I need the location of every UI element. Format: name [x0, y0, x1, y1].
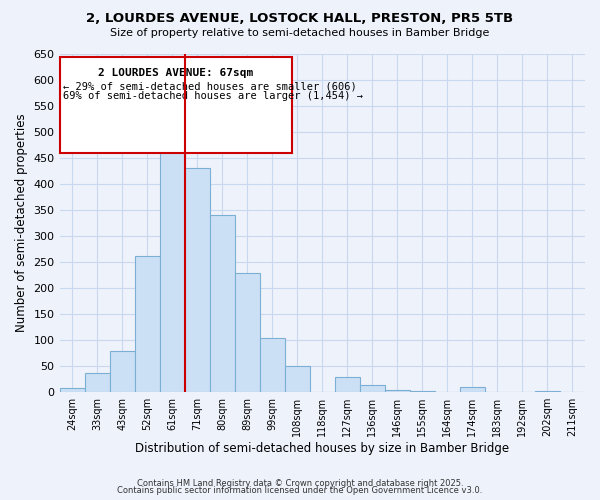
Bar — [209, 216, 235, 392]
Text: 2, LOURDES AVENUE, LOSTOCK HALL, PRESTON, PR5 5TB: 2, LOURDES AVENUE, LOSTOCK HALL, PRESTON… — [86, 12, 514, 26]
Bar — [260, 338, 285, 392]
Bar — [160, 116, 185, 392]
Y-axis label: Number of semi-detached properties: Number of semi-detached properties — [15, 114, 28, 332]
Text: Size of property relative to semi-detached houses in Bamber Bridge: Size of property relative to semi-detach… — [110, 28, 490, 38]
Text: 69% of semi-detached houses are larger (1,454) →: 69% of semi-detached houses are larger (… — [63, 92, 363, 102]
X-axis label: Distribution of semi-detached houses by size in Bamber Bridge: Distribution of semi-detached houses by … — [135, 442, 509, 455]
Bar — [59, 388, 85, 392]
Bar — [460, 387, 485, 392]
Bar — [410, 391, 435, 392]
FancyBboxPatch shape — [59, 56, 292, 153]
Bar — [85, 374, 110, 392]
Bar — [285, 366, 310, 392]
Text: ← 29% of semi-detached houses are smaller (606): ← 29% of semi-detached houses are smalle… — [63, 81, 357, 91]
Bar — [110, 350, 134, 392]
Bar — [385, 390, 410, 392]
Text: Contains HM Land Registry data © Crown copyright and database right 2025.: Contains HM Land Registry data © Crown c… — [137, 478, 463, 488]
Bar — [185, 168, 209, 392]
Text: 2 LOURDES AVENUE: 67sqm: 2 LOURDES AVENUE: 67sqm — [98, 68, 254, 78]
Bar — [235, 272, 260, 392]
Text: Contains public sector information licensed under the Open Government Licence v3: Contains public sector information licen… — [118, 486, 482, 495]
Bar — [535, 391, 560, 392]
Bar — [360, 385, 385, 392]
Bar — [134, 256, 160, 392]
Bar — [335, 376, 360, 392]
